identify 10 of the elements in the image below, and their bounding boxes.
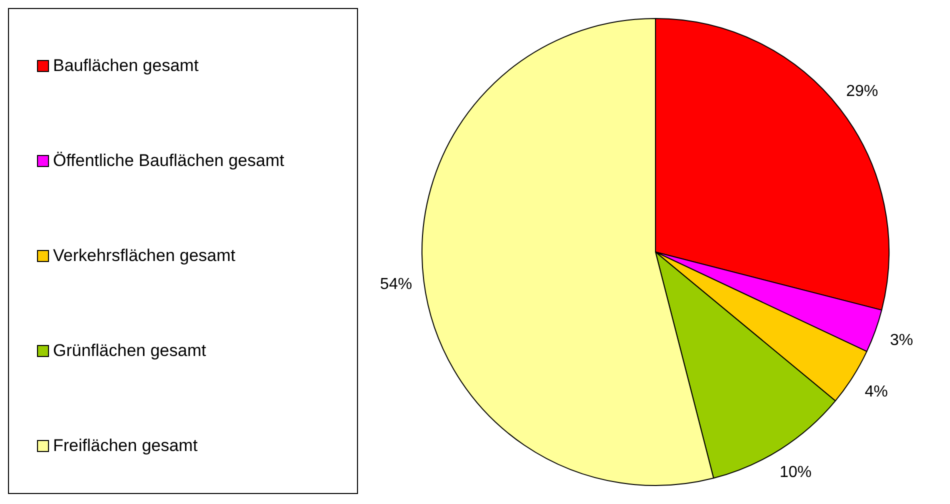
data-label: 4% <box>864 384 888 401</box>
data-label: 29% <box>846 83 878 100</box>
legend-label: Freiflächen gesamt <box>53 436 198 456</box>
data-label: 54% <box>380 276 412 294</box>
legend-label: Verkehrsflächen gesamt <box>53 246 236 266</box>
data-label: 10% <box>780 464 812 482</box>
legend-label: Öffentliche Bauflächen gesamt <box>53 151 284 172</box>
legend-label: Bauflächen gesamt <box>53 56 199 76</box>
legend-label: Grünflächen gesamt <box>53 340 206 361</box>
data-label: 3% <box>890 332 914 349</box>
